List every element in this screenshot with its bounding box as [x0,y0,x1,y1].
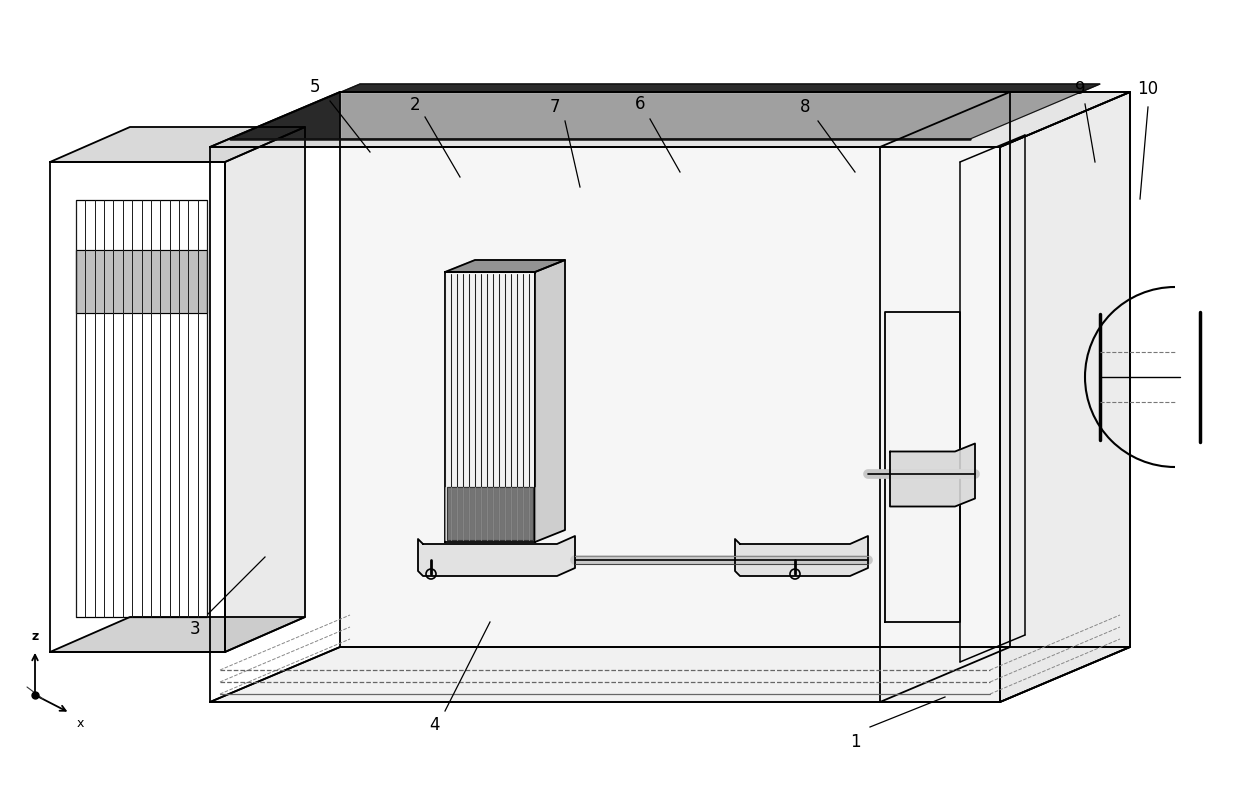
Polygon shape [885,312,960,622]
Polygon shape [418,536,575,576]
Polygon shape [999,92,1130,702]
Text: x: x [77,717,84,730]
Polygon shape [534,260,565,542]
Polygon shape [50,617,305,652]
Text: 10: 10 [1137,80,1158,98]
Polygon shape [50,127,305,162]
Text: 4: 4 [430,716,440,734]
Text: 3: 3 [190,620,201,638]
Text: 9: 9 [1075,80,1085,98]
Text: 8: 8 [800,98,810,116]
Polygon shape [224,127,305,652]
Polygon shape [210,92,1130,147]
Text: 5: 5 [310,78,320,96]
Polygon shape [229,84,1100,139]
Polygon shape [445,260,565,272]
Polygon shape [445,272,534,542]
Text: 6: 6 [635,95,645,113]
Polygon shape [340,92,1130,647]
Polygon shape [446,487,533,540]
Polygon shape [76,250,207,312]
Text: 7: 7 [549,98,560,116]
Text: 1: 1 [849,733,861,751]
Polygon shape [735,536,868,576]
Polygon shape [890,444,975,507]
Text: 2: 2 [409,96,420,114]
Text: z: z [31,630,38,643]
Polygon shape [210,647,1130,702]
